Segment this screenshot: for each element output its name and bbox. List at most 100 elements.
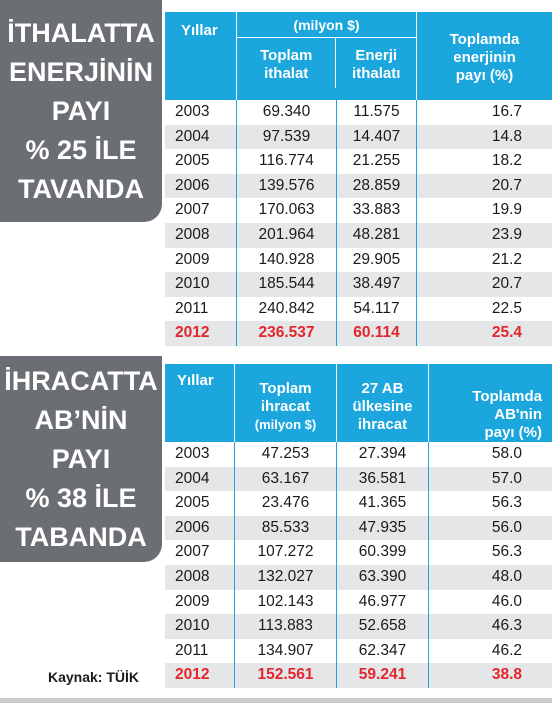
header-line: Yıllar [177,372,214,389]
cell-part: 46.977 [337,589,429,615]
import-title-line: İTHALATTA [7,17,155,48]
export-title: İHRACATTA AB’NİN PAYI % 38 İLE TABANDA [0,356,162,562]
table-row: 2011 240.842 54.117 22.5 [165,296,552,322]
header-line: ihracat [357,416,408,433]
cell-share: 20.7 [491,275,522,293]
header-line: Toplam [260,47,313,64]
table-row: 2007 170.063 33.883 19.9 [165,198,552,223]
cell-part: 11.575 [337,100,417,125]
cell-part: 28.859 [337,173,417,199]
cell-share: 57.0 [491,469,522,487]
header-line: (milyon $) [254,417,317,432]
export-panel: İHRACATTA AB’NİN PAYI % 38 İLE TABANDA Y… [0,356,552,698]
cell-part: 52.658 [337,614,429,639]
header-line: enerjinin [453,49,516,66]
cell-total: 140.928 [237,247,337,273]
cell-total: 107.272 [235,540,337,565]
cell-part: 59.241 [337,663,429,688]
cell-year: 2009 [165,589,235,615]
export-title-line: TABANDA [15,521,147,552]
cell-part: 63.390 [337,564,429,590]
header-line: AB'nin [494,406,542,423]
cell-total: 116.774 [237,149,337,174]
cell-total: 63.167 [235,466,337,492]
cell-total: 47.253 [235,442,337,467]
cell-total: 152.561 [235,663,337,688]
cell-share: 46.0 [491,592,522,610]
source-note: Kaynak: TÜİK [48,669,140,685]
cell-year: 2008 [165,222,237,248]
table-row: 2010 185.544 38.497 20.7 [165,272,552,297]
header-group: (milyon $) Toplam ithalat Enerji ithalat… [237,12,417,100]
cell-share: 21.2 [491,250,522,268]
cell-year: 2007 [165,540,235,565]
import-table-body: 2003 69.340 11.575 16.7 2004 97.539 14.407 14.8… [165,100,552,346]
header-line: ülkesine [352,398,413,415]
table-row: 2006 139.576 28.859 20.7 [165,173,552,199]
header-line: payı (%) [484,424,542,441]
cell-year: 2010 [165,272,237,297]
cell-share: 46.3 [491,617,522,635]
cell-year: 2005 [165,491,235,516]
cell-total: 23.476 [235,491,337,516]
header-line: Toplamda [472,388,542,405]
cell-share: 22.5 [491,299,522,317]
cell-share: 56.3 [491,543,522,561]
table-row: 2006 85.533 47.935 56.0 [165,515,552,541]
cell-share: 48.0 [491,567,522,585]
header-line: Enerji [355,47,398,64]
cell-total: 102.143 [235,589,337,615]
cell-part: 41.365 [337,491,429,516]
header-line: payı (%) [455,67,514,84]
table-row: 2008 132.027 63.390 48.0 [165,564,552,590]
cell-year: 2011 [165,638,235,664]
header-eu-share: Toplamda AB'nin payı (%) [429,364,552,442]
cell-part: 33.883 [337,198,417,223]
import-table-header: Yıllar (milyon $) Toplam ithalat Enerji … [165,12,552,100]
cell-share: 58.0 [491,445,522,462]
header-group-unit: (milyon $) [237,12,416,38]
cell-share: 23.9 [491,225,522,243]
cell-total: 201.964 [237,222,337,248]
header-energy-share: Toplamda enerjinin payı (%) [417,12,552,100]
cell-share: 38.8 [491,666,522,684]
import-title-line: TAVANDA [18,173,144,204]
cell-year: 2007 [165,198,237,223]
export-table: Yıllar Toplam ihracat (milyon $) 27 AB ü… [165,364,552,688]
table-row: 2009 140.928 29.905 21.2 [165,247,552,273]
table-row: 2003 69.340 11.575 16.7 [165,100,552,125]
header-line: ithalat [264,65,309,82]
header-line: ithalatı [352,65,401,82]
cell-year: 2004 [165,466,235,492]
header-years: Yıllar [165,364,235,442]
header-eu-export: 27 AB ülkesine ihracat [337,364,429,442]
cell-year: 2005 [165,149,237,174]
cell-total: 170.063 [237,198,337,223]
header-energy-import: Enerji ithalatı [336,38,416,88]
cell-part: 21.255 [337,149,417,174]
cell-year: 2009 [165,247,237,273]
table-row: 2012 236.537 60.114 25.4 [165,321,552,346]
header-total-export: Toplam ihracat (milyon $) [235,364,337,442]
cell-part: 36.581 [337,466,429,492]
import-title-line: ENERJİNİN [8,56,154,87]
cell-year: 2004 [165,124,237,150]
table-row: 2011 134.907 62.347 46.2 [165,638,552,664]
cell-share: 18.2 [491,152,522,170]
cell-year: 2006 [165,515,235,541]
cell-year: 2003 [165,100,237,125]
cell-year: 2011 [165,296,237,322]
cell-share: 20.7 [491,176,522,194]
export-table-header: Yıllar Toplam ihracat (milyon $) 27 AB ü… [165,364,552,442]
cell-total: 97.539 [237,124,337,150]
table-row: 2004 63.167 36.581 57.0 [165,466,552,492]
cell-part: 29.905 [337,247,417,273]
cell-part: 27.394 [337,442,429,467]
cell-part: 62.347 [337,638,429,664]
header-line: ihracat [260,398,311,415]
header-total-import: Toplam ithalat [237,38,337,88]
export-title-line: AB’NİN [34,404,128,435]
cell-total: 185.544 [237,272,337,297]
cell-total: 85.533 [235,515,337,541]
cell-year: 2012 [165,321,237,346]
